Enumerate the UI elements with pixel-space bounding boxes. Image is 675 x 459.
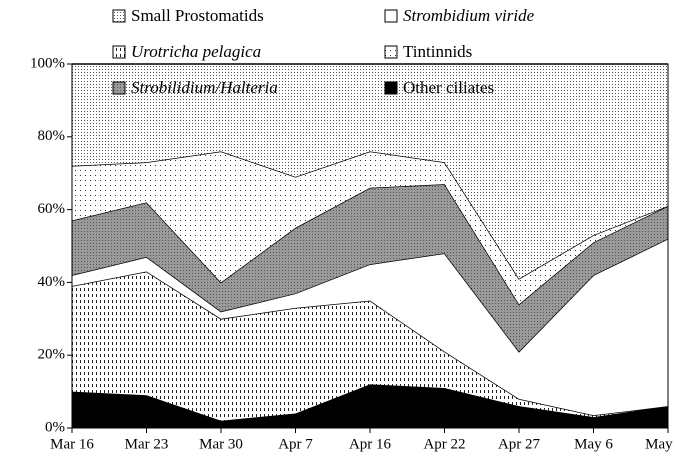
- legend-swatch: [112, 9, 126, 23]
- y-tick-label: 40%: [38, 274, 66, 290]
- x-tick-label: Apr 27: [498, 436, 541, 452]
- x-tick-label: Mar 23: [125, 436, 169, 452]
- area: [72, 64, 668, 279]
- area: [72, 271, 668, 421]
- y-tick-label: 0%: [45, 419, 65, 435]
- legend-label: Small Prostomatids: [131, 6, 264, 25]
- legend-label: Strobilidium/Halteria: [131, 78, 278, 97]
- area: [72, 184, 668, 352]
- x-tick-label: Mar 30: [199, 436, 243, 452]
- x-tick-label: Apr 22: [423, 436, 465, 452]
- legend-label: Tintinnids: [403, 42, 472, 61]
- x-tick-label: Apr 16: [349, 436, 392, 452]
- legend-label: Strombidium viride: [403, 6, 535, 25]
- y-tick-label: 80%: [38, 128, 66, 144]
- x-tick-label: Mar 16: [50, 436, 94, 452]
- area: [72, 151, 668, 305]
- legend-label: Urotricha pelagica: [131, 42, 261, 61]
- y-tick-label: 60%: [38, 201, 66, 217]
- legend-swatch: [384, 45, 398, 59]
- area: [72, 384, 668, 428]
- y-tick-label: 20%: [38, 347, 66, 363]
- legend-swatch: [384, 9, 398, 23]
- legend-swatch: [112, 45, 126, 59]
- y-tick-label: 100%: [30, 55, 65, 71]
- legend-swatch: [112, 81, 126, 95]
- legend-label: Other ciliates: [403, 78, 494, 97]
- x-tick-label: May 6: [574, 436, 613, 452]
- x-tick-label: Apr 7: [278, 436, 313, 452]
- legend-swatch: [384, 81, 398, 95]
- x-tick-label: May 11: [645, 436, 675, 452]
- area: [72, 238, 668, 416]
